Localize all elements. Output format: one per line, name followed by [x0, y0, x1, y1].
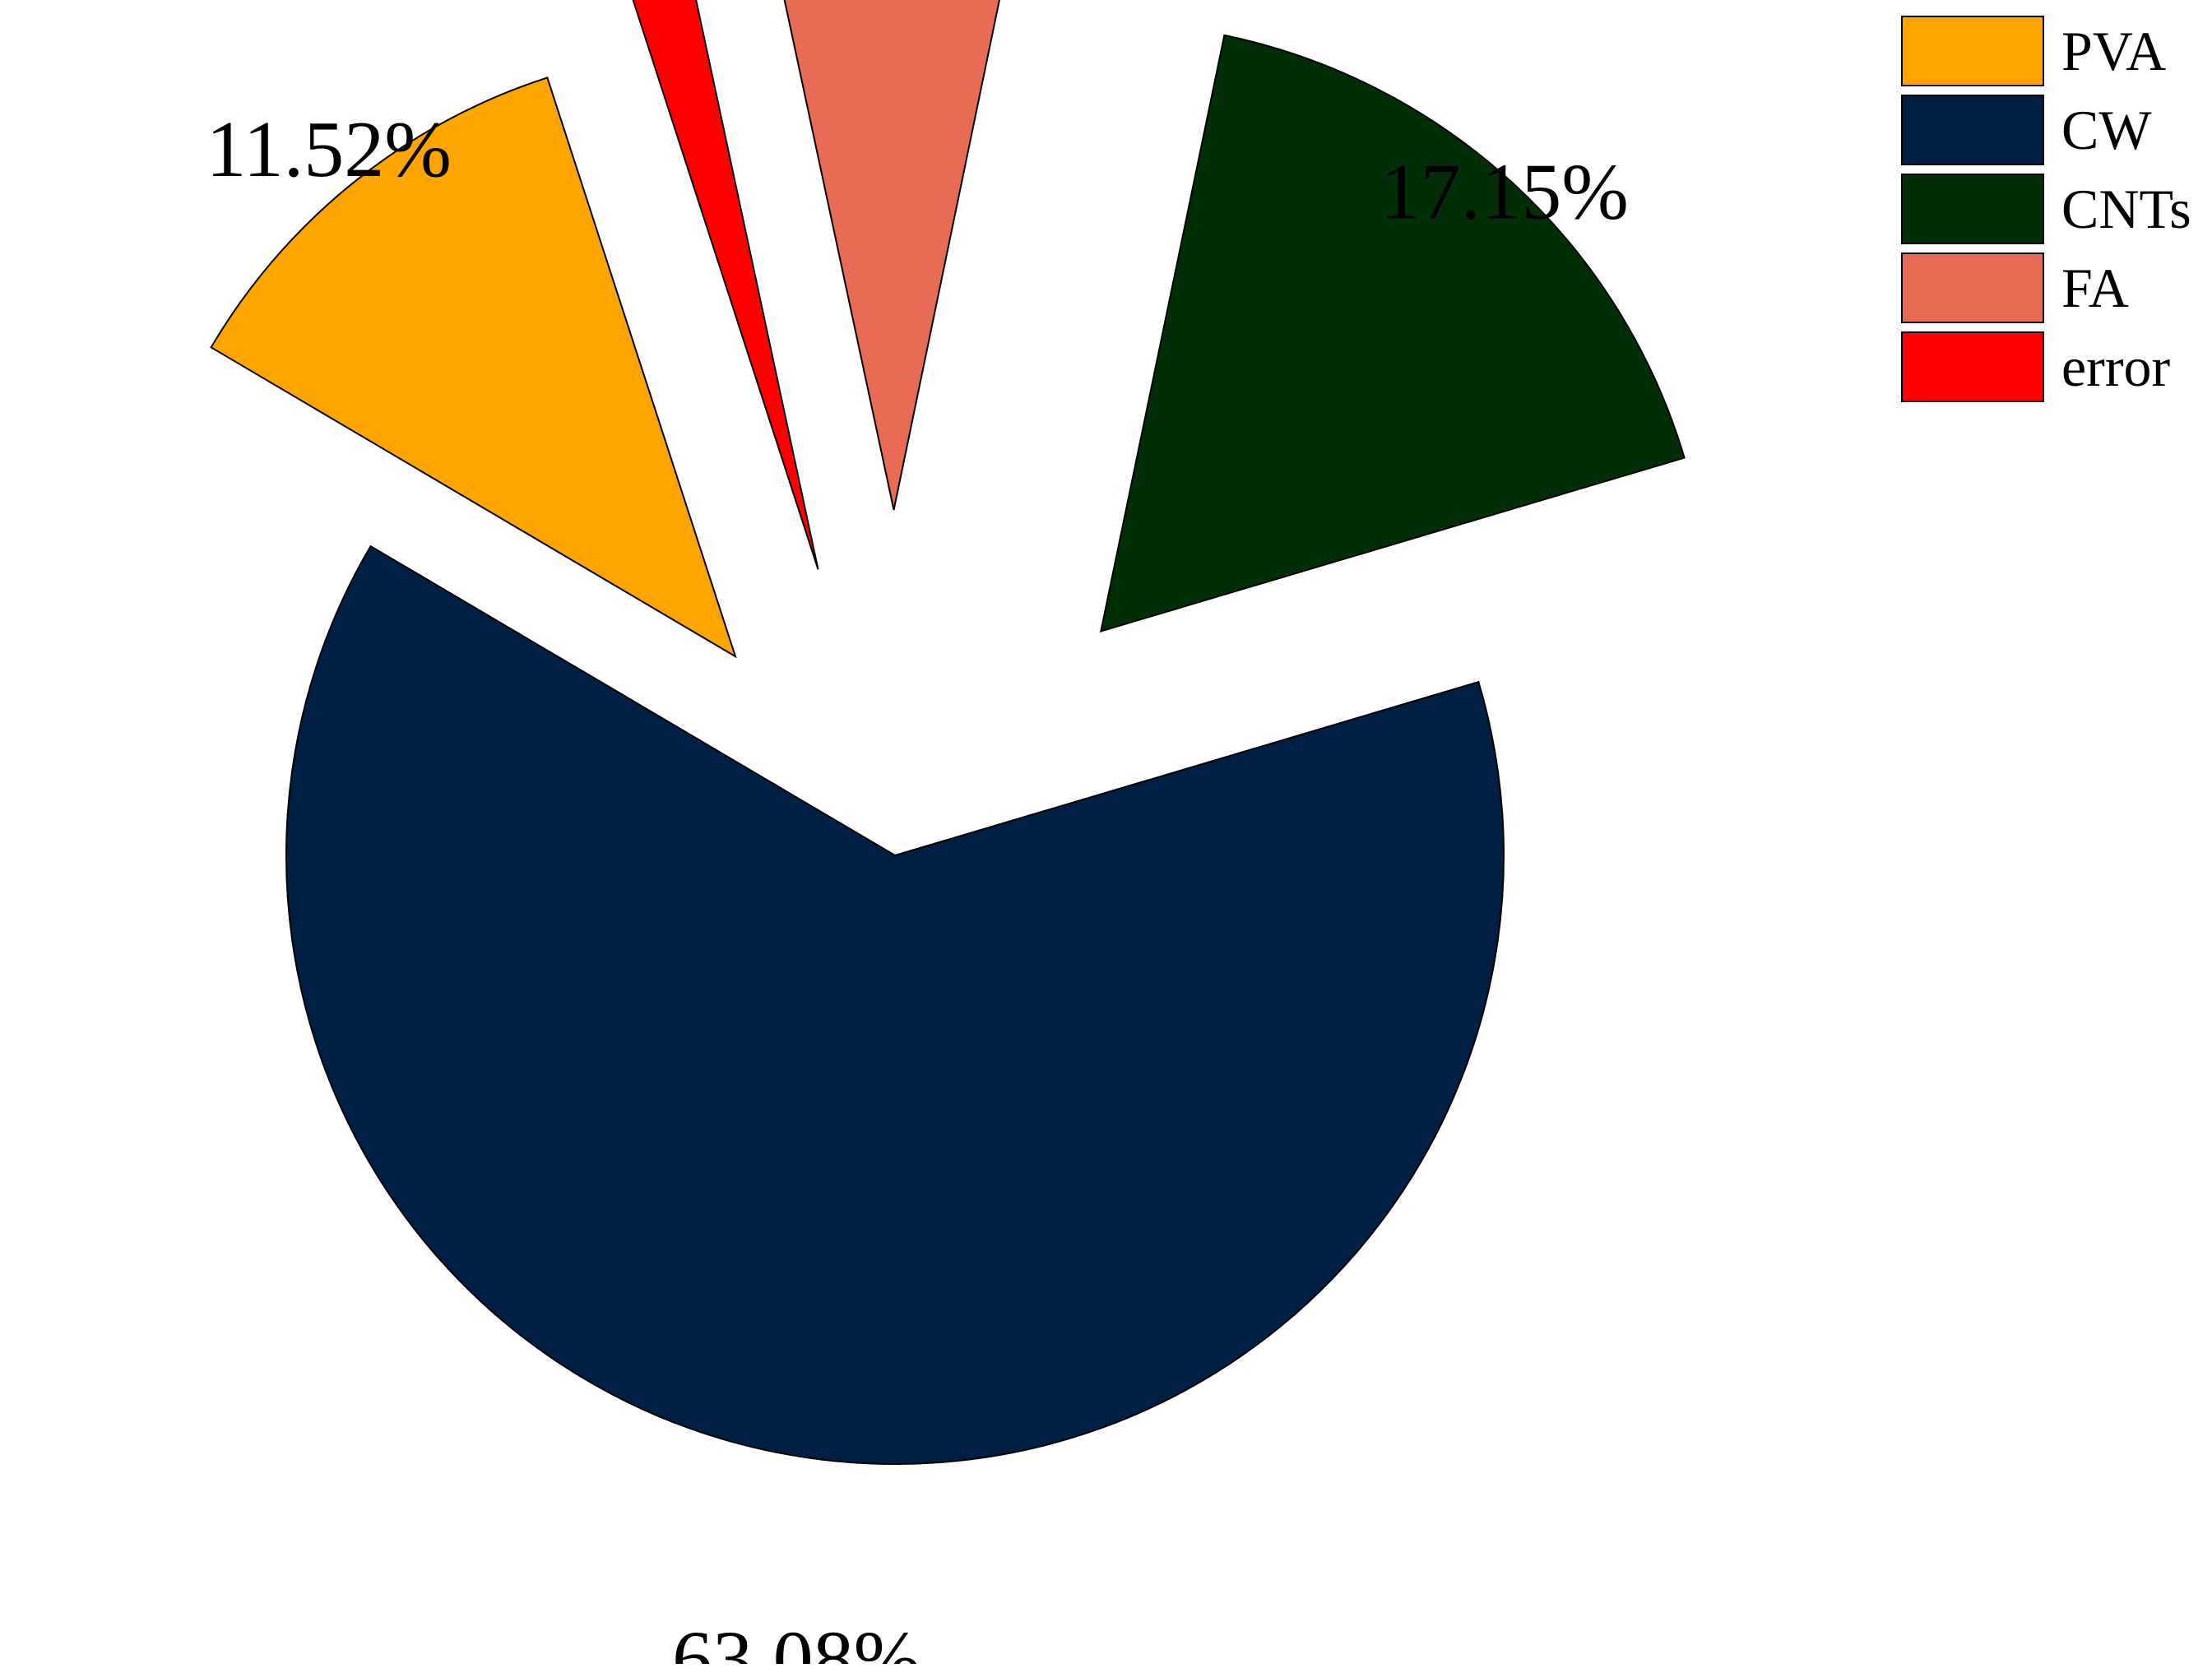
pie-slice-error	[632, 0, 819, 570]
legend-item-cw: CW	[1901, 95, 2152, 165]
legend-item-cnts: CNTs	[1901, 174, 2191, 244]
slice-label-pva: 11.52%	[206, 105, 452, 194]
legend-item-fa: FA	[1901, 253, 2129, 323]
legend: PVA CW CNTs FA error	[1901, 16, 2191, 402]
pie-slice-cnts	[1099, 34, 1686, 632]
legend-swatch-cw	[1901, 95, 2044, 165]
slice-labels-layer: 11.52%63.08%17.15%6.61%1.64%	[206, 105, 1629, 1668]
slice-label-cnts: 17.15%	[1380, 148, 1629, 237]
pie-slice-fa	[783, 0, 1000, 511]
legend-label-fa: FA	[2061, 257, 2129, 319]
legend-item-pva: PVA	[1901, 16, 2166, 86]
legend-swatch-pva	[1901, 16, 2044, 86]
slice-label-cw: 63.08%	[672, 1615, 921, 1664]
legend-swatch-error	[1901, 331, 2044, 402]
pie-slice-cw	[285, 544, 1505, 1465]
slices-layer	[210, 0, 1686, 1465]
legend-label-cnts: CNTs	[2061, 178, 2191, 240]
legend-swatch-cnts	[1901, 174, 2044, 244]
legend-swatch-fa	[1901, 253, 2044, 323]
legend-item-error: error	[1901, 331, 2170, 402]
legend-label-pva: PVA	[2061, 20, 2166, 82]
legend-label-cw: CW	[2061, 99, 2152, 161]
legend-label-error: error	[2061, 336, 2170, 398]
pie-slice-pva	[210, 76, 737, 659]
